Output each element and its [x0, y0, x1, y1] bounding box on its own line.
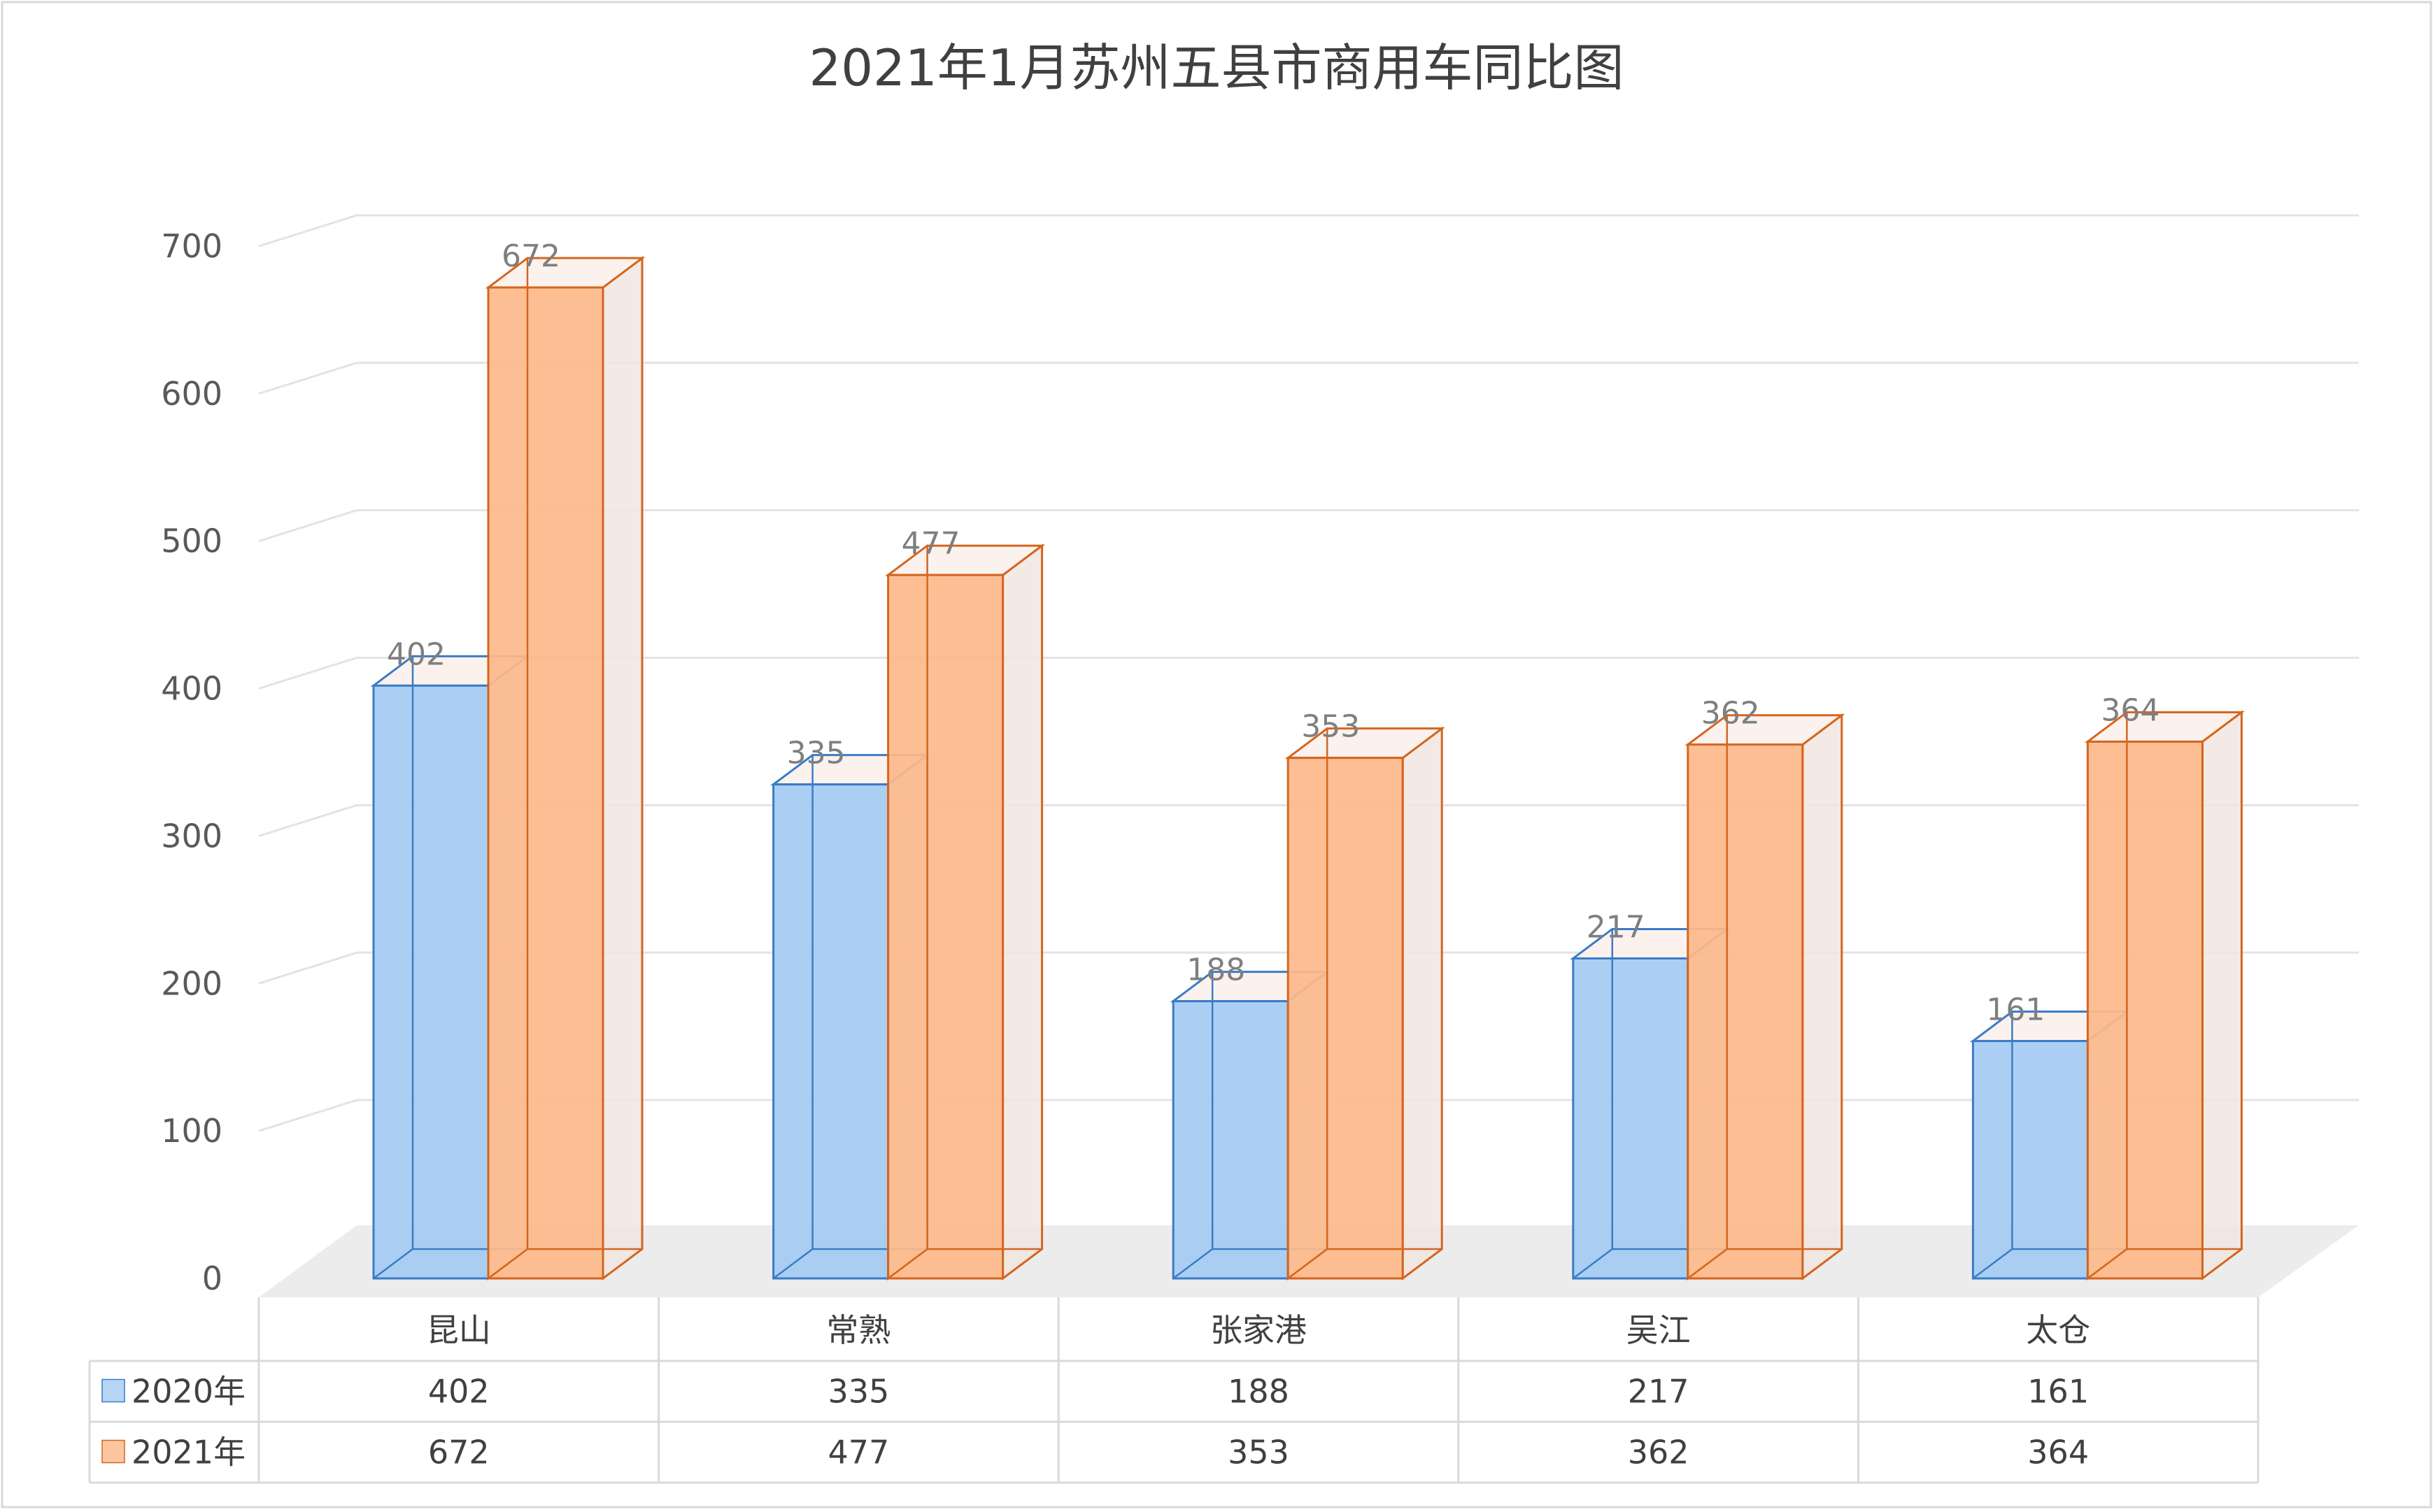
- legend-series-name: 2020年: [132, 1373, 246, 1411]
- bar: [1284, 726, 1445, 1281]
- data-label: 188: [1186, 953, 1245, 988]
- table-value: 217: [1628, 1373, 1689, 1411]
- bar-edge: [887, 1248, 928, 1279]
- gridline-side: [258, 951, 357, 985]
- table-category: 昆山: [427, 1311, 491, 1349]
- bar: [1684, 713, 1845, 1281]
- bar-side: [2201, 710, 2243, 1281]
- gridline-side: [258, 657, 357, 690]
- table-category: 吴江: [1626, 1311, 1691, 1349]
- bar-front: [772, 783, 890, 1280]
- bar-front: [487, 286, 604, 1280]
- y-tick-label: 700: [161, 227, 222, 265]
- table-value: 402: [428, 1373, 490, 1411]
- table-value: 335: [828, 1373, 889, 1411]
- y-axis-ticks: 0 100 200 300 400 500 600 700: [161, 227, 222, 1297]
- data-label: 353: [1301, 709, 1360, 745]
- bar-side: [602, 256, 644, 1281]
- y-tick-label: 0: [202, 1260, 222, 1297]
- bar-side: [1002, 543, 1044, 1281]
- table-value: 672: [428, 1434, 490, 1471]
- y-tick-label: 100: [161, 1112, 222, 1150]
- chart-title: 2021年1月苏州五县市商用车同比图: [809, 38, 1624, 97]
- bar-edge: [1972, 1248, 2013, 1279]
- bar-front: [1572, 957, 1689, 1280]
- y-tick-label: 300: [161, 817, 222, 855]
- gridline-side: [258, 509, 357, 543]
- table-value: 188: [1228, 1373, 1289, 1411]
- table-value: 161: [2027, 1373, 2089, 1411]
- data-label: 335: [787, 736, 846, 771]
- y-tick-label: 600: [161, 375, 222, 413]
- table-value: 477: [828, 1434, 889, 1471]
- gridline-side: [258, 1099, 357, 1132]
- bar-front: [1286, 757, 1404, 1280]
- bar-front: [372, 684, 490, 1280]
- data-label: 217: [1587, 909, 1645, 945]
- bar-edge: [488, 1248, 528, 1279]
- legend-series-name: 2021年: [132, 1434, 246, 1471]
- y-tick-label: 500: [161, 522, 222, 560]
- bar-edge: [373, 1248, 413, 1279]
- bar-side: [1801, 713, 1843, 1281]
- bar-edge: [772, 1248, 814, 1279]
- bar-side: [1401, 726, 1443, 1281]
- table-category: 张家港: [1210, 1311, 1307, 1349]
- bar-edge: [1687, 1248, 1728, 1279]
- gridline-side: [258, 804, 357, 837]
- legend-swatch: [101, 1439, 125, 1464]
- bar: [2084, 710, 2245, 1281]
- data-label: 364: [2101, 692, 2159, 728]
- data-label: 477: [902, 526, 960, 562]
- bar-front: [1172, 1000, 1289, 1280]
- y-tick-label: 400: [161, 670, 222, 708]
- bar: [885, 543, 1046, 1281]
- data-label: 161: [1986, 992, 2045, 1028]
- data-labels: 402 672 335 477 188 353 217 362 161 364: [387, 238, 2159, 1027]
- bar-front: [1687, 743, 1804, 1280]
- table-category: 常熟: [826, 1311, 891, 1349]
- bar-front: [1971, 1040, 2089, 1280]
- table-value: 353: [1228, 1434, 1289, 1471]
- bar: [485, 256, 646, 1281]
- legend-swatch: [101, 1378, 125, 1403]
- data-table: 昆山 常熟 张家港 吴江 太仓 2020年 402 335 188 217 161 2021年 672 4…: [88, 1297, 2260, 1484]
- bar-front: [2086, 740, 2204, 1280]
- bar-edge: [1287, 1248, 1328, 1279]
- data-label: 362: [1701, 696, 1760, 732]
- bar-edge: [1172, 1248, 1213, 1279]
- gridline-side: [258, 214, 357, 248]
- gridline-side: [258, 362, 357, 395]
- data-label: 672: [502, 238, 560, 274]
- table-category: 太仓: [2026, 1311, 2090, 1349]
- data-label: 402: [387, 636, 446, 672]
- bar-edge: [1573, 1248, 1613, 1279]
- bar-front: [887, 573, 1005, 1280]
- bars: [370, 256, 2245, 1281]
- table-value: 364: [2027, 1434, 2089, 1471]
- y-tick-label: 200: [161, 964, 222, 1002]
- bar-edge: [2087, 1248, 2128, 1279]
- table-value: 362: [1628, 1434, 1689, 1471]
